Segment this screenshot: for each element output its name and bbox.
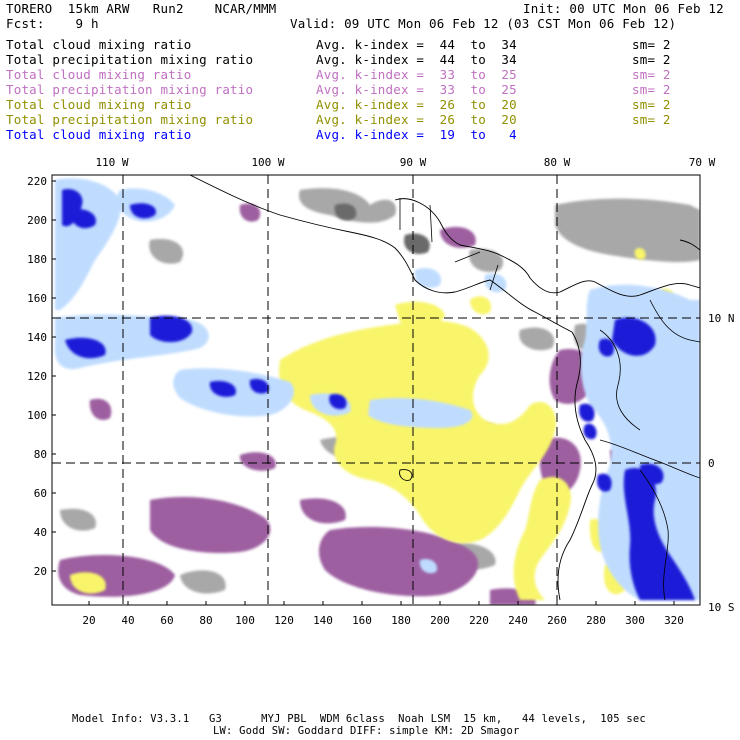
lat-label: 0 <box>708 457 715 470</box>
lat-lon-grid <box>52 175 700 605</box>
y-tick-label: 160 <box>27 292 47 305</box>
x-tick-label: 320 <box>664 614 684 627</box>
y-tick-label: 180 <box>27 253 47 266</box>
x-tick-label: 280 <box>586 614 606 627</box>
x-tick-label: 140 <box>313 614 333 627</box>
x-tick-label: 240 <box>508 614 528 627</box>
y-tick-label: 140 <box>27 331 47 344</box>
field-name: Total cloud mixing ratio <box>6 127 192 142</box>
lat-labels: 10 N 0 10 S <box>708 312 735 614</box>
darkgray-cloud-layer <box>334 203 430 255</box>
field-name: Total precipitation mixing ratio <box>6 52 254 67</box>
valid-time: Valid: 09 UTC Mon 06 Feb 12 (03 CST Mon … <box>290 16 677 31</box>
lon-label: 100 W <box>251 156 284 169</box>
x-tick-label: 100 <box>235 614 255 627</box>
model-info: Model Info: V3.3.1 G3 MYJ PBL WDM 6class… <box>72 713 646 725</box>
y-axis-labels: 220 200 180 160 140 120 100 80 60 40 20 <box>27 175 47 578</box>
field-smoothing: sm= 2 <box>632 67 671 82</box>
field-kindex: Avg. k-index = 26 to 20 <box>316 112 517 127</box>
x-tick-label: 40 <box>121 614 134 627</box>
x-tick-label: 60 <box>160 614 173 627</box>
y-tick-label: 20 <box>34 565 47 578</box>
field-name: Total cloud mixing ratio <box>6 37 192 52</box>
map-frame <box>51 174 701 606</box>
x-tick-label: 260 <box>547 614 567 627</box>
y-tick-label: 100 <box>27 409 47 422</box>
field-kindex: Avg. k-index = 33 to 25 <box>316 67 517 82</box>
y-tick-label: 80 <box>34 448 47 461</box>
borders <box>399 198 700 601</box>
physics-info: LW: Godd SW: Goddard DIFF: simple KM: 2D… <box>213 725 520 737</box>
lon-label: 80 W <box>544 156 571 169</box>
lat-label: 10 N <box>708 312 735 325</box>
field-smoothing: sm= 2 <box>632 112 671 127</box>
field-kindex: Avg. k-index = 44 to 34 <box>316 52 517 67</box>
field-kindex: Avg. k-index = 19 to 4 <box>316 127 517 142</box>
x-tick-label: 120 <box>274 614 294 627</box>
forecast-hour: Fcst: 9 h <box>6 16 99 31</box>
x-tick-label: 300 <box>625 614 645 627</box>
y-tick-label: 200 <box>27 214 47 227</box>
y-tick-label: 220 <box>27 175 47 188</box>
x-tick-label: 200 <box>430 614 450 627</box>
blue-cloud-layer <box>62 189 695 600</box>
x-tick-label: 80 <box>199 614 212 627</box>
field-smoothing: sm= 2 <box>632 82 671 97</box>
init-time: Init: 00 UTC Mon 06 Feb 12 <box>523 1 724 16</box>
y-tick-label: 60 <box>34 487 47 500</box>
field-kindex: Avg. k-index = 26 to 20 <box>316 97 517 112</box>
coastlines <box>189 175 700 601</box>
field-name: Total cloud mixing ratio <box>6 97 192 112</box>
model-title: TORERO 15km ARW Run2 NCAR/MMM <box>6 1 277 16</box>
x-tick-label: 180 <box>391 614 411 627</box>
x-tick-label: 220 <box>469 614 489 627</box>
lat-label: 10 S <box>708 601 735 614</box>
lon-label: 90 W <box>400 156 427 169</box>
lon-label: 70 W <box>689 156 716 169</box>
field-smoothing: sm= 2 <box>632 52 671 67</box>
field-name: Total precipitation mixing ratio <box>6 82 254 97</box>
lon-labels: 110 W 100 W 90 W 80 W 70 W <box>95 156 715 169</box>
y-axis-ticks <box>52 180 56 572</box>
x-tick-label: 160 <box>352 614 372 627</box>
x-axis-labels: 20 40 60 80 100 120 140 160 180 200 220 … <box>82 614 684 627</box>
y-tick-label: 40 <box>34 526 47 539</box>
field-kindex: Avg. k-index = 44 to 34 <box>316 37 517 52</box>
y-tick-label: 120 <box>27 370 47 383</box>
field-smoothing: sm= 2 <box>632 37 671 52</box>
x-tick-label: 20 <box>82 614 95 627</box>
lon-label: 110 W <box>95 156 128 169</box>
field-smoothing: sm= 2 <box>632 97 671 112</box>
field-kindex: Avg. k-index = 33 to 25 <box>316 82 517 97</box>
field-shading <box>55 178 700 605</box>
x-axis-ticks <box>88 601 675 605</box>
field-name: Total precipitation mixing ratio <box>6 112 254 127</box>
field-name: Total cloud mixing ratio <box>6 67 192 82</box>
